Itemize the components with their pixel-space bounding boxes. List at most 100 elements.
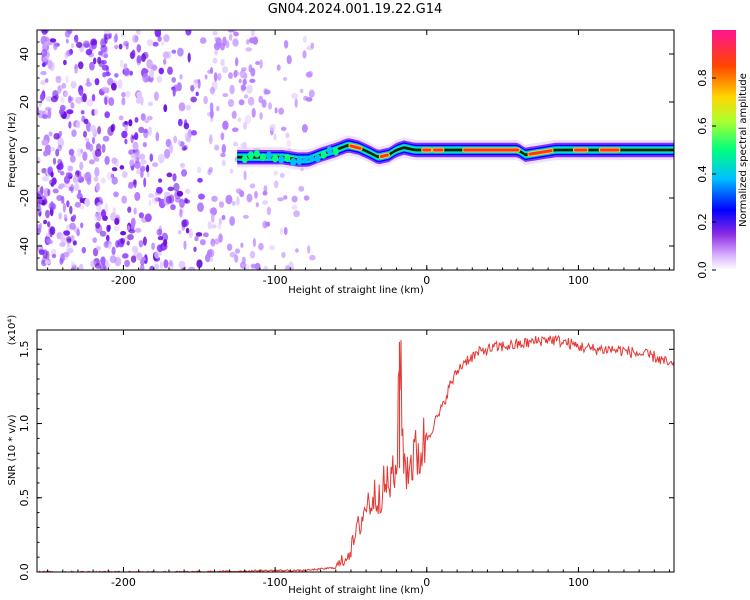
spectrogram-noise-cell <box>217 72 222 81</box>
spectrogram-noise-cell <box>103 30 111 35</box>
spectrogram-noise-cell <box>107 77 114 86</box>
spectrogram-noise-cell <box>37 106 40 115</box>
spectrogram-noise-cell <box>94 157 100 162</box>
spectrogram-noise-cell <box>47 108 52 119</box>
spectrogram-noise-cell <box>70 81 77 89</box>
spectrogram-noise-cell <box>185 104 192 111</box>
spectrogram-noise-cell <box>227 99 235 107</box>
spectrogram-noise-cell <box>49 226 56 236</box>
spectrogram-x-tick-label: -200 <box>111 274 136 287</box>
spectrogram-noise-cell <box>190 130 197 136</box>
spectrogram-noise-cell <box>49 38 57 43</box>
spectrogram-noise-cell <box>193 246 197 252</box>
spectrogram-noise-cell <box>117 79 123 89</box>
spectrogram-noise-cell <box>91 94 96 102</box>
spectrogram-noise-cell <box>163 238 168 247</box>
spectrogram-noise-cell <box>209 86 215 95</box>
spectrogram-noise-cell <box>181 169 187 177</box>
spectrogram-noise-cell <box>156 186 163 194</box>
colorbar-ticks: 0.0 0.2 0.4 0.6 0.8 <box>696 69 716 279</box>
spectrogram-noise-cell <box>310 42 315 49</box>
spectrogram-noise-cell <box>211 242 216 247</box>
spectrogram-noise-cell <box>43 30 49 34</box>
snr-frame <box>36 329 675 573</box>
spectrogram-noise-cell <box>157 36 162 42</box>
spectrogram-noise-cell <box>146 171 150 178</box>
snr-y-tick-label: 0.5 <box>18 489 31 507</box>
spectrogram-noise-cell <box>61 195 65 204</box>
spectrogram-ridge-blob <box>320 150 327 159</box>
spectrogram-noise-cell <box>155 131 160 142</box>
spectrogram-noise-cell <box>228 72 233 79</box>
spectrogram-noise-cell <box>214 36 218 42</box>
spectrogram-noise-cell <box>40 70 47 76</box>
spectrogram-noise-cell <box>108 97 115 106</box>
spectrogram-noise-cell <box>246 193 253 203</box>
spectrogram-noise-cell <box>286 140 292 147</box>
spectrogram-noise-cell <box>39 222 42 230</box>
spectrogram-noise-cell <box>233 141 239 147</box>
snr-x-label: Height of straight line (km) <box>288 585 424 596</box>
spectrogram-noise-cell <box>38 100 43 108</box>
spectrogram-noise-cell <box>69 155 76 163</box>
spectrogram-noise-cell <box>71 129 77 137</box>
spectrogram-noise-cell <box>151 242 156 250</box>
spectrogram-y-tick-label: 40 <box>18 47 31 61</box>
spectrogram-noise-cell <box>65 172 73 178</box>
spectrogram-noise-cell <box>121 195 127 204</box>
spectrogram-noise-cell <box>66 200 70 208</box>
spectrogram-noise-cell <box>193 79 199 89</box>
spectrogram-noise-cell <box>197 177 203 183</box>
spectrogram-noise-cell <box>78 189 81 194</box>
spectrogram-noise-cell <box>101 209 107 218</box>
spectrogram-noise-cell <box>291 92 299 100</box>
spectrogram-noise-cell <box>89 61 95 71</box>
spectrogram-noise-cell <box>151 194 159 205</box>
spectrogram-noise-cell <box>237 117 242 123</box>
spectrogram-noise-cell <box>136 30 141 33</box>
spectrogram-noise-cell <box>291 195 298 203</box>
spectrogram-noise-cell <box>119 165 125 170</box>
spectrogram-noise-cell <box>159 261 164 269</box>
spectrogram-noise-cell <box>258 95 264 104</box>
spectrogram-ridge-blob <box>314 154 321 163</box>
spectrogram-noise-cell <box>176 82 182 92</box>
spectrogram-ridge-blob <box>272 154 279 163</box>
spectrogram-noise-cell <box>51 253 57 259</box>
spectrogram-noise-cell <box>107 243 112 249</box>
spectrogram-x-ticks: -200 -100 0 100 <box>47 30 670 287</box>
spectrogram-noise-cell <box>45 209 50 219</box>
spectrogram-noise-cell <box>101 143 106 153</box>
spectrogram-noise-cell <box>111 167 118 172</box>
spectrogram-noise-cell <box>85 81 93 87</box>
spectrogram-noise-cell <box>229 84 235 95</box>
spectrogram-noise-cell <box>158 67 164 75</box>
spectrogram-noise-cell <box>58 183 66 188</box>
spectrogram-noise-cell <box>163 259 169 269</box>
spectrogram-noise-cell <box>69 205 73 215</box>
spectrogram-noise-cell <box>84 198 91 207</box>
spectrogram-noise-cell <box>236 196 240 206</box>
spectrogram-y-tick-label: 20 <box>18 95 31 109</box>
spectrogram-noise-cell <box>250 263 258 269</box>
spectrogram-y-tick-label: -40 <box>18 237 31 255</box>
spectrogram-noise-cell <box>274 107 278 114</box>
spectrogram-noise-cell <box>213 72 218 82</box>
spectrogram-noise-cell <box>265 221 271 227</box>
spectrogram-noise-cell <box>41 141 48 146</box>
spectrogram-noise-cell <box>226 243 233 251</box>
spectrogram-noise-cell <box>64 51 69 59</box>
spectrogram-noise-cell <box>94 78 100 86</box>
spectrogram-noise-cell <box>163 104 168 113</box>
spectrogram-noise-cell <box>229 216 236 226</box>
spectrogram-noise-cell <box>92 237 97 243</box>
spectrogram-noise-cell <box>249 78 256 83</box>
spectrogram-noise-cell <box>242 214 249 219</box>
spectrogram-noise-cell <box>107 126 114 136</box>
spectrogram-noise-cell <box>210 207 218 216</box>
spectrogram-noise-cell <box>85 48 93 56</box>
spectrogram-ridge-peak <box>528 149 553 156</box>
spectrogram-noise-cell <box>247 96 255 106</box>
spectrogram-noise-cell <box>88 159 95 165</box>
spectrogram-x-tick-label: 0 <box>423 274 430 287</box>
